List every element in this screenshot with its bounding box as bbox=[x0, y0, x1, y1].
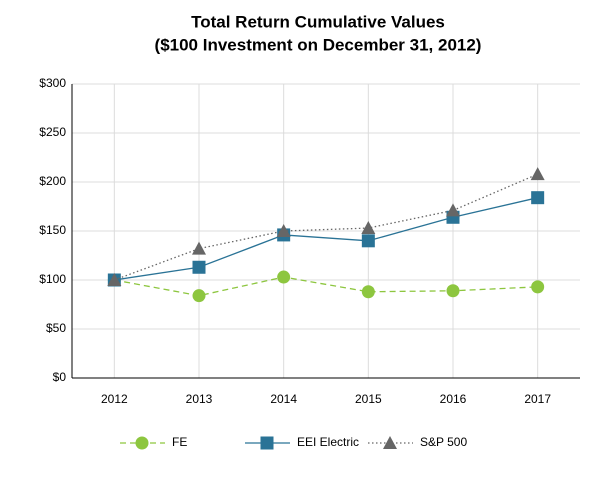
marker bbox=[531, 191, 545, 205]
legend-marker bbox=[260, 436, 274, 450]
marker bbox=[446, 284, 460, 298]
y-tick-label: $0 bbox=[53, 370, 67, 384]
marker bbox=[361, 234, 375, 248]
x-tick-label: 2012 bbox=[101, 392, 128, 406]
marker bbox=[192, 260, 206, 274]
y-tick-label: $50 bbox=[46, 321, 66, 335]
x-tick-label: 2017 bbox=[524, 392, 551, 406]
marker bbox=[361, 221, 376, 235]
chart-subtitle: ($100 Investment on December 31, 2012) bbox=[155, 35, 482, 54]
marker bbox=[446, 203, 460, 217]
y-tick-label: $250 bbox=[39, 125, 66, 139]
y-tick-label: $150 bbox=[39, 223, 66, 237]
marker bbox=[361, 285, 375, 299]
x-tick-label: 2016 bbox=[440, 392, 467, 406]
x-tick-label: 2015 bbox=[355, 392, 382, 406]
legend-marker bbox=[135, 436, 149, 450]
chart-title: Total Return Cumulative Values bbox=[191, 12, 445, 31]
x-tick-label: 2013 bbox=[186, 392, 213, 406]
marker bbox=[107, 273, 122, 286]
y-tick-label: $300 bbox=[39, 76, 66, 90]
x-tick-label: 2014 bbox=[270, 392, 297, 406]
marker bbox=[276, 224, 291, 237]
series-line bbox=[114, 197, 538, 281]
legend-label: FE bbox=[172, 435, 187, 449]
legend-label: EEI Electric bbox=[297, 435, 359, 449]
legend-label: S&P 500 bbox=[420, 435, 467, 449]
y-tick-label: $200 bbox=[39, 174, 66, 188]
marker bbox=[192, 241, 206, 255]
marker bbox=[192, 289, 206, 303]
y-tick-label: $100 bbox=[39, 272, 66, 286]
legend-marker bbox=[383, 436, 397, 449]
marker bbox=[530, 167, 545, 181]
marker bbox=[277, 270, 291, 284]
series-line bbox=[114, 276, 538, 297]
series-line bbox=[114, 173, 538, 281]
marker bbox=[531, 280, 545, 294]
